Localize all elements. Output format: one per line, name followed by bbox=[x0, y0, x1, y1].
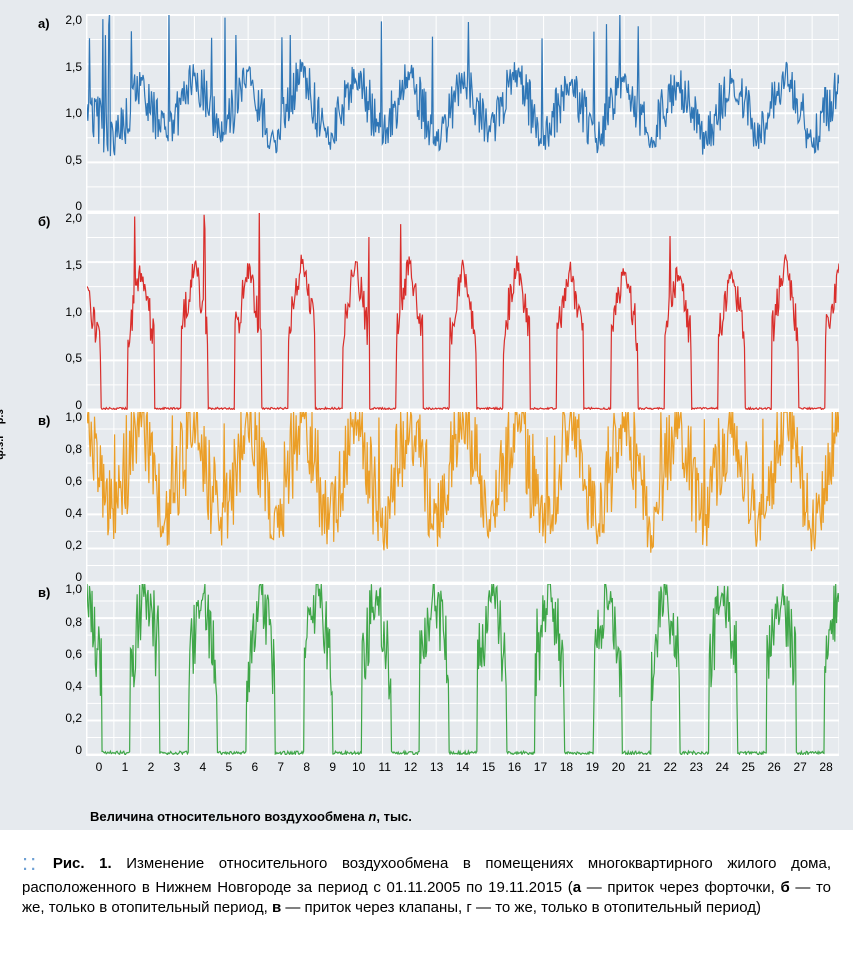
x-tick-label: 18 bbox=[553, 760, 579, 774]
caption-b-bold: б bbox=[780, 879, 789, 896]
x-tick-row: 0123456789101112131415161718192021222324… bbox=[86, 756, 839, 774]
caption-v-txt: — приток через клапаны, г — то же, тольк… bbox=[281, 899, 761, 916]
figure-page: Величина отношения Lф.з.i/Lр.з Величина … bbox=[0, 0, 853, 930]
x-tick-label: 5 bbox=[216, 760, 242, 774]
y-axis-title-sub1: ф.з.i bbox=[0, 436, 6, 460]
y-axis-title-sym2: L bbox=[0, 425, 2, 433]
x-tick-label: 16 bbox=[502, 760, 528, 774]
chart-block: Величина отношения Lф.з.i/Lр.з Величина … bbox=[0, 0, 853, 830]
y-tick-label: 0,8 bbox=[65, 443, 82, 455]
y-tick-label: 2,0 bbox=[65, 14, 82, 26]
y-tick-label: 0,5 bbox=[65, 352, 82, 364]
y-tick-label: 0,4 bbox=[65, 680, 82, 692]
y-axis-slash: / bbox=[0, 433, 2, 437]
x-tick-label: 10 bbox=[346, 760, 372, 774]
y-tick-label: 0,6 bbox=[65, 475, 82, 487]
x-tick-label: 25 bbox=[735, 760, 761, 774]
y-tick-column: 1,00,80,60,40,20 bbox=[58, 411, 86, 584]
caption-a-txt: — приток через форточки, bbox=[581, 879, 780, 896]
caption-dots: :: bbox=[22, 850, 38, 875]
panels-container: а) 2,0 1,5 1,0 0,5 0 б) 2,0 1,5 1,0 0,5 0 в) 1,0 0,8 0,… bbox=[38, 14, 839, 774]
y-tick-label: 1,0 bbox=[65, 583, 82, 595]
x-tick-label: 8 bbox=[294, 760, 320, 774]
y-tick-label: 2,0 bbox=[65, 212, 82, 224]
y-tick-label: 0,2 bbox=[65, 712, 82, 724]
panel-row: а)2,01,51,00,50 bbox=[38, 14, 839, 212]
plot-area bbox=[86, 14, 839, 212]
x-tick-label: 20 bbox=[605, 760, 631, 774]
x-tick-label: 0 bbox=[86, 760, 112, 774]
panel-label: б) bbox=[38, 212, 58, 410]
x-axis-title-unit: , тыс. bbox=[376, 809, 412, 824]
y-axis-title-sym: L bbox=[0, 460, 2, 468]
panel-label: а) bbox=[38, 14, 58, 212]
y-tick-label: 0,6 bbox=[65, 648, 82, 660]
x-tick-label: 15 bbox=[476, 760, 502, 774]
y-axis-title: Величина отношения Lф.з.i/Lр.з bbox=[0, 410, 6, 610]
panel-row: б)2,01,51,00,50 bbox=[38, 212, 839, 410]
panel-row: в)1,00,80,60,40,20 bbox=[38, 411, 839, 584]
x-tick-label: 26 bbox=[761, 760, 787, 774]
x-tick-label: 28 bbox=[813, 760, 839, 774]
caption-a-bold: а bbox=[573, 879, 581, 896]
x-tick-label: 2 bbox=[138, 760, 164, 774]
y-tick-label: 1,0 bbox=[65, 306, 82, 318]
x-tick-label: 3 bbox=[164, 760, 190, 774]
x-tick-label: 4 bbox=[190, 760, 216, 774]
caption-lead: Рис. 1. bbox=[53, 855, 112, 872]
x-tick-label: 11 bbox=[372, 760, 398, 774]
y-tick-column: 2,01,51,00,50 bbox=[58, 212, 86, 410]
y-tick-label: 0,2 bbox=[65, 539, 82, 551]
x-tick-label: 17 bbox=[527, 760, 553, 774]
x-tick-label: 9 bbox=[320, 760, 346, 774]
y-tick-column: 2,01,51,00,50 bbox=[58, 14, 86, 212]
x-tick-label: 27 bbox=[787, 760, 813, 774]
x-tick-label: 13 bbox=[424, 760, 450, 774]
x-tick-label: 22 bbox=[657, 760, 683, 774]
y-tick-label: 0,4 bbox=[65, 507, 82, 519]
x-axis-title: Величина относительного воздухообмена n,… bbox=[90, 809, 412, 824]
y-tick-label: 0 bbox=[75, 744, 82, 756]
figure-caption: :: Рис. 1. Изменение относительного возд… bbox=[0, 830, 853, 930]
panel-row: в) 1,0 0,8 0,6 0,4 0,2 0 bbox=[38, 583, 839, 756]
x-tick-label: 14 bbox=[450, 760, 476, 774]
y-axis-title-text: Величина отношения bbox=[0, 468, 2, 610]
y-tick-label: 1,0 bbox=[65, 107, 82, 119]
x-tick-label: 19 bbox=[579, 760, 605, 774]
x-tick-label: 6 bbox=[242, 760, 268, 774]
y-tick-label: 0,5 bbox=[65, 154, 82, 166]
caption-v-bold: в bbox=[272, 899, 281, 916]
y-axis-title-sub2: р.з bbox=[0, 410, 6, 425]
x-tick-label: 21 bbox=[631, 760, 657, 774]
plot-area bbox=[86, 212, 839, 410]
plot-area bbox=[86, 583, 839, 756]
panel-label: в) bbox=[38, 411, 58, 584]
x-axis-title-text: Величина относительного воздухообмена bbox=[90, 809, 368, 824]
y-tick-label: 1,5 bbox=[65, 259, 82, 271]
panel-label: в) bbox=[38, 583, 58, 756]
x-tick-label: 12 bbox=[398, 760, 424, 774]
y-tick-label: 1,0 bbox=[65, 411, 82, 423]
x-tick-label: 23 bbox=[683, 760, 709, 774]
x-tick-label: 1 bbox=[112, 760, 138, 774]
x-tick-label: 24 bbox=[709, 760, 735, 774]
x-tick-label: 7 bbox=[268, 760, 294, 774]
y-tick-label: 0,8 bbox=[65, 616, 82, 628]
plot-area bbox=[86, 411, 839, 584]
y-tick-column: 1,0 0,8 0,6 0,4 0,2 0 bbox=[58, 583, 86, 756]
y-tick-label: 1,5 bbox=[65, 61, 82, 73]
